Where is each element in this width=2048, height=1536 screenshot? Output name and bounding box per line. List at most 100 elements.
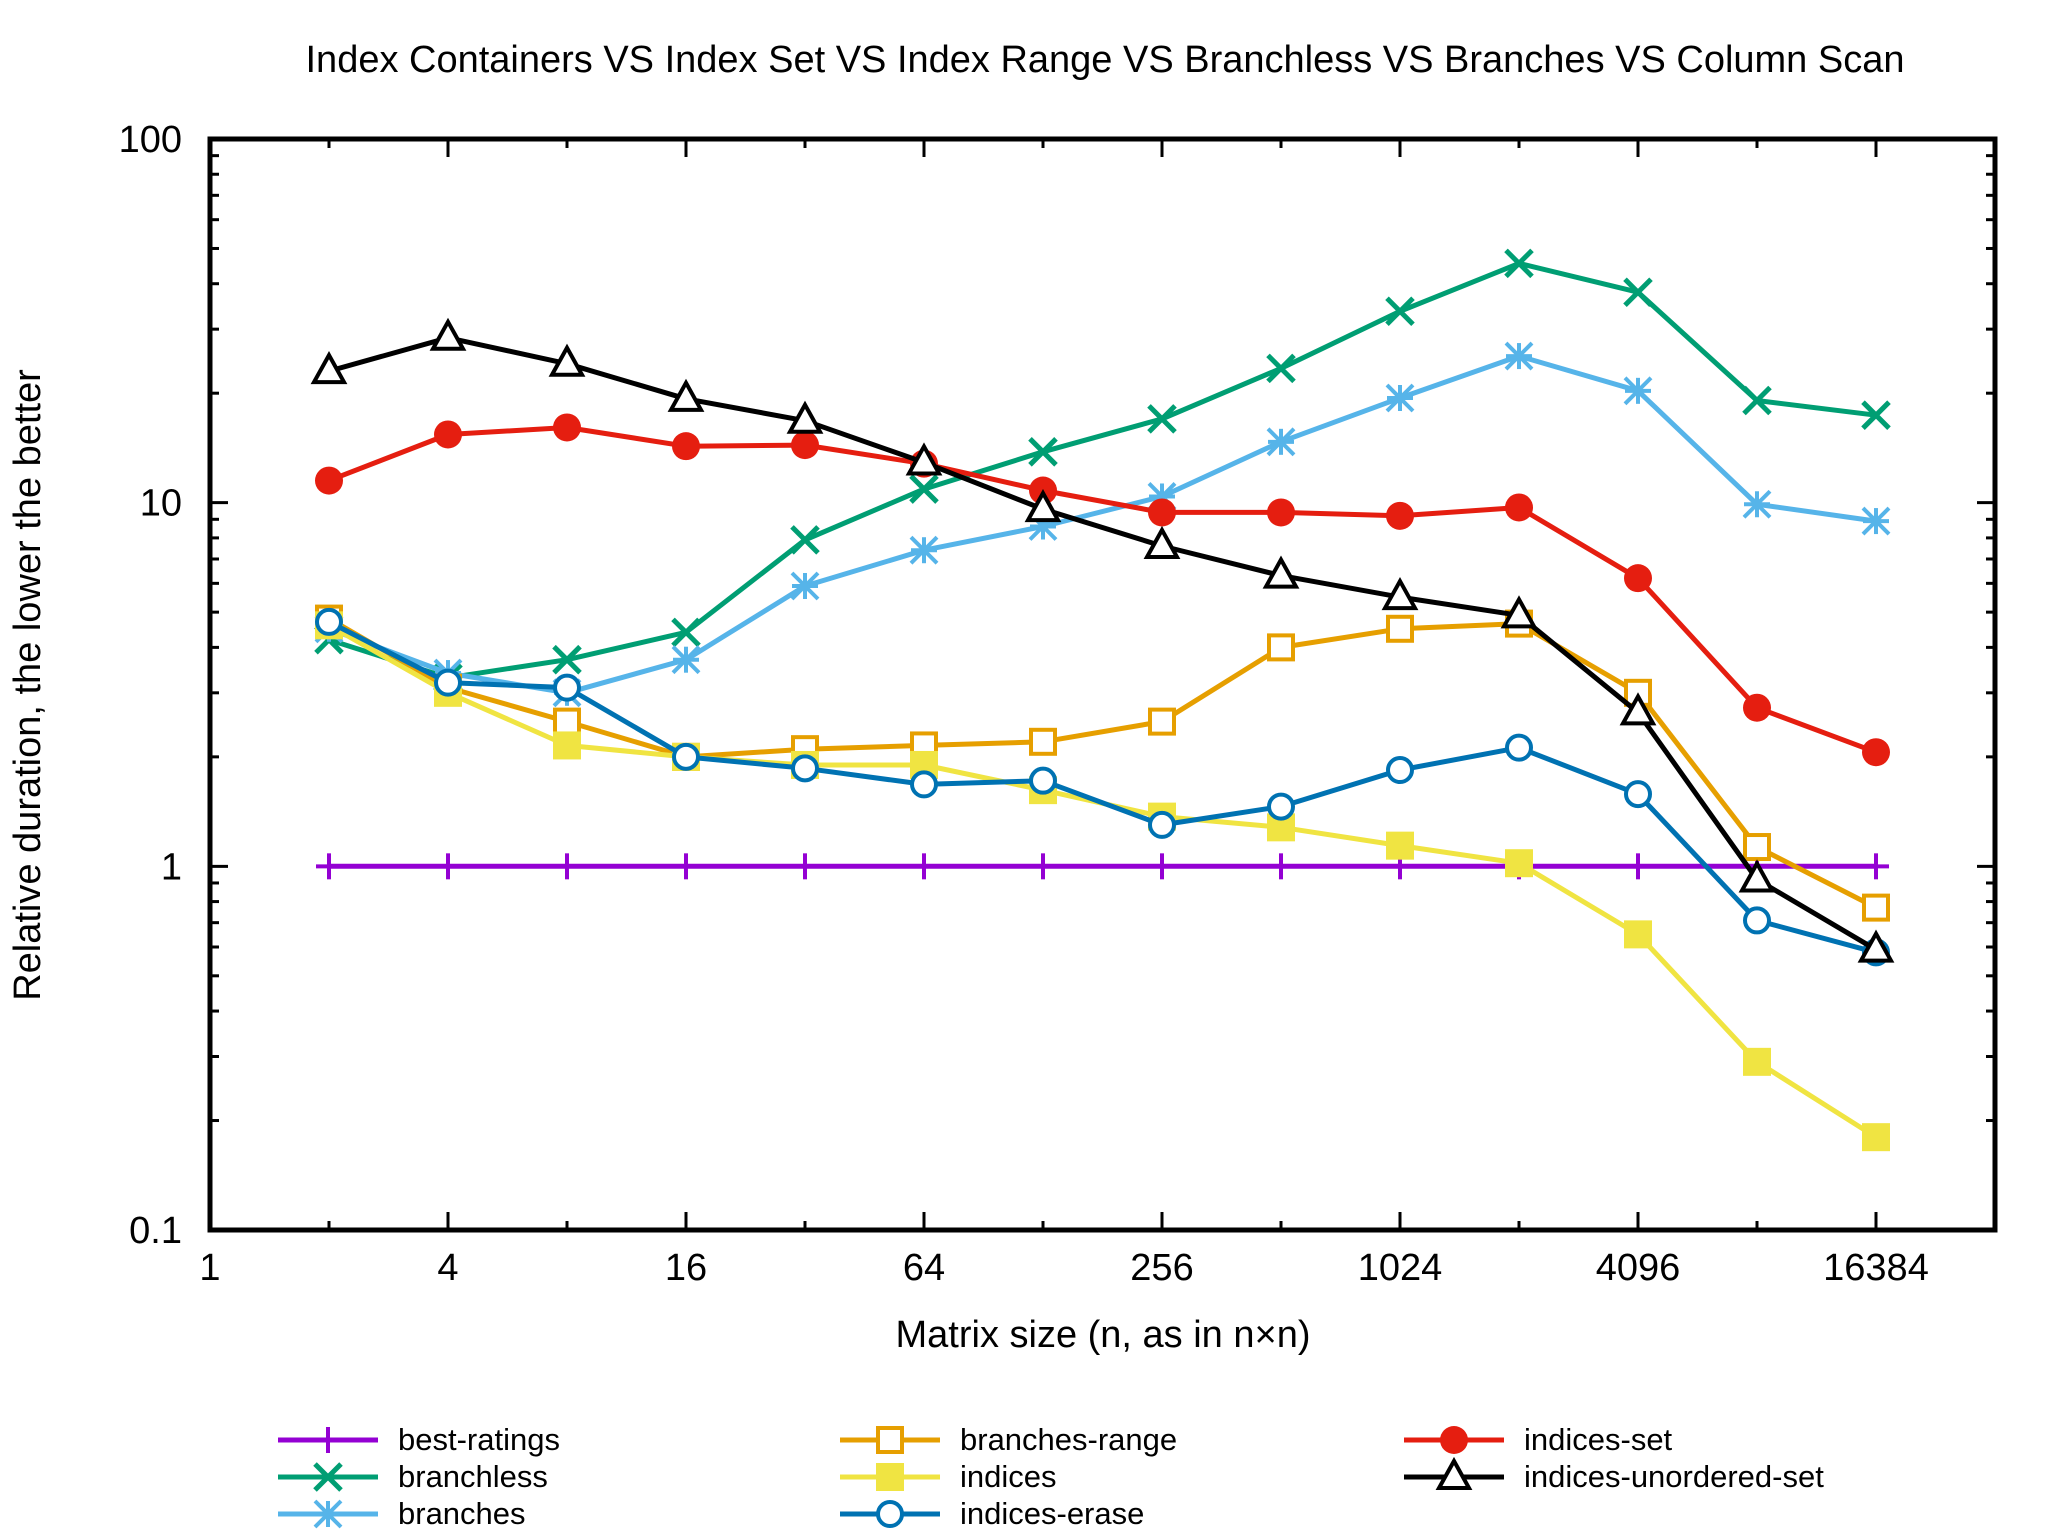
legend-marker — [876, 1426, 904, 1454]
legend-label: indices — [960, 1459, 1057, 1494]
legend-label: branches — [398, 1496, 526, 1531]
plot-frame — [207, 136, 1998, 1233]
data-point-best-ratings — [1149, 853, 1175, 880]
series-line-branches — [328, 353, 1877, 696]
data-point-indices-erase — [1624, 780, 1652, 809]
data-point-indices-erase — [1267, 792, 1295, 821]
x-tick-label: 1024 — [1358, 1247, 1443, 1289]
legend-label: best-ratings — [398, 1422, 560, 1457]
data-point-indices-set — [791, 431, 819, 460]
data-point-branches-range — [553, 707, 581, 736]
data-point-best-ratings — [911, 853, 937, 880]
x-tick-label: 4096 — [1596, 1247, 1681, 1289]
data-point-branches — [1266, 427, 1296, 457]
data-point-best-ratings — [554, 853, 580, 880]
legend-label: branchless — [398, 1459, 548, 1494]
legend-item-best-ratings: best-ratings — [278, 1422, 560, 1457]
data-point-indices — [1624, 920, 1652, 949]
data-point-best-ratings — [1863, 853, 1889, 880]
data-point-branches-range — [1148, 707, 1176, 736]
x-tick-label: 256 — [1130, 1247, 1193, 1289]
series-best-ratings — [316, 853, 1889, 880]
data-point-indices-set — [315, 466, 343, 495]
series-line-indices-unordered-set — [328, 335, 1878, 952]
data-point-indices-erase — [315, 607, 343, 636]
data-point-indices-set — [672, 432, 700, 461]
data-point-branchless — [1385, 296, 1415, 327]
data-point-indices-unordered-set — [1619, 692, 1657, 726]
legend-label: branches-range — [960, 1422, 1177, 1457]
data-point-indices-unordered-set — [1143, 525, 1181, 560]
data-point-best-ratings — [673, 853, 699, 880]
legend-label: indices-unordered-set — [1524, 1459, 1824, 1494]
data-point-branchless — [1742, 385, 1772, 416]
data-point-best-ratings — [1268, 853, 1294, 880]
x-tick-label: 16384 — [1823, 1247, 1929, 1289]
data-point-indices-set — [1505, 493, 1533, 522]
legend-marker — [315, 1427, 341, 1453]
x-tick-label: 1 — [199, 1247, 220, 1289]
series-line-indices-set — [328, 425, 1877, 755]
legend-item-indices-unordered-set: indices-unordered-set — [1404, 1456, 1824, 1494]
x-tick-label: 64 — [903, 1247, 945, 1289]
x-tick-label: 4 — [437, 1247, 458, 1289]
legend-item-branches-range: branches-range — [840, 1422, 1177, 1457]
data-point-branches — [1623, 376, 1653, 406]
data-point-branches — [790, 571, 820, 601]
data-point-branchless — [1623, 277, 1653, 308]
legend-marker — [313, 1499, 343, 1529]
data-point-branchless — [671, 617, 701, 648]
data-point-branches — [1385, 383, 1415, 413]
data-point-best-ratings — [792, 853, 818, 880]
legend-marker — [313, 1462, 343, 1492]
data-point-indices — [1386, 831, 1414, 860]
data-point-indices-erase — [1386, 756, 1414, 785]
data-point-indices-erase — [910, 770, 938, 799]
legend-marker — [1440, 1426, 1468, 1454]
data-point-indices-set — [1267, 498, 1295, 527]
legend-label: indices-set — [1524, 1422, 1673, 1457]
data-point-branches — [671, 645, 701, 675]
data-point-indices-unordered-set — [1381, 576, 1419, 611]
data-point-branches — [1504, 341, 1534, 371]
y-tick-label: 10 — [140, 483, 182, 525]
data-point-branches-range — [1267, 633, 1295, 662]
data-point-branchless — [1147, 404, 1177, 434]
data-point-branches-range — [1386, 614, 1414, 643]
data-point-branchless — [1504, 248, 1534, 279]
data-point-indices-erase — [1148, 810, 1176, 839]
legend-marker — [1435, 1456, 1473, 1490]
y-tick-label: 100 — [119, 119, 182, 161]
legend-label: indices-erase — [960, 1496, 1144, 1531]
series-indices-set — [315, 413, 1890, 767]
data-point-branches — [909, 535, 939, 565]
data-point-best-ratings — [316, 853, 342, 880]
data-point-indices-set — [1862, 738, 1890, 767]
data-point-branches — [1742, 489, 1772, 519]
data-point-indices-erase — [1743, 906, 1771, 935]
data-point-best-ratings — [1625, 853, 1651, 880]
data-point-best-ratings — [1030, 853, 1056, 880]
data-point-indices-erase — [1505, 733, 1533, 762]
data-point-indices-unordered-set — [786, 400, 824, 434]
data-point-indices-unordered-set — [905, 442, 943, 476]
series-branchless — [314, 248, 1891, 693]
plot-series — [310, 248, 1895, 1152]
data-point-branches — [1861, 506, 1891, 536]
data-point-branchless — [1266, 353, 1296, 384]
legend-item-indices: indices — [840, 1459, 1057, 1494]
y-axis-label: Relative duration, the lower the better — [7, 369, 49, 1001]
data-point-branchless — [552, 644, 582, 675]
data-point-indices-set — [1624, 564, 1652, 593]
data-point-indices-unordered-set — [1857, 929, 1895, 963]
legend-item-indices-set: indices-set — [1404, 1422, 1673, 1457]
data-point-indices — [553, 731, 581, 760]
data-point-indices-set — [1743, 693, 1771, 722]
data-point-indices-unordered-set — [1738, 859, 1776, 893]
data-point-indices-unordered-set — [310, 351, 348, 385]
x-tick-label: 16 — [665, 1247, 707, 1289]
legend-item-indices-erase: indices-erase — [840, 1496, 1144, 1531]
tick-labels: 1 4 16 64 256 1024 4096 16384 0.1 1 10 100 — [119, 119, 1929, 1289]
series-line-branchless — [328, 260, 1877, 681]
